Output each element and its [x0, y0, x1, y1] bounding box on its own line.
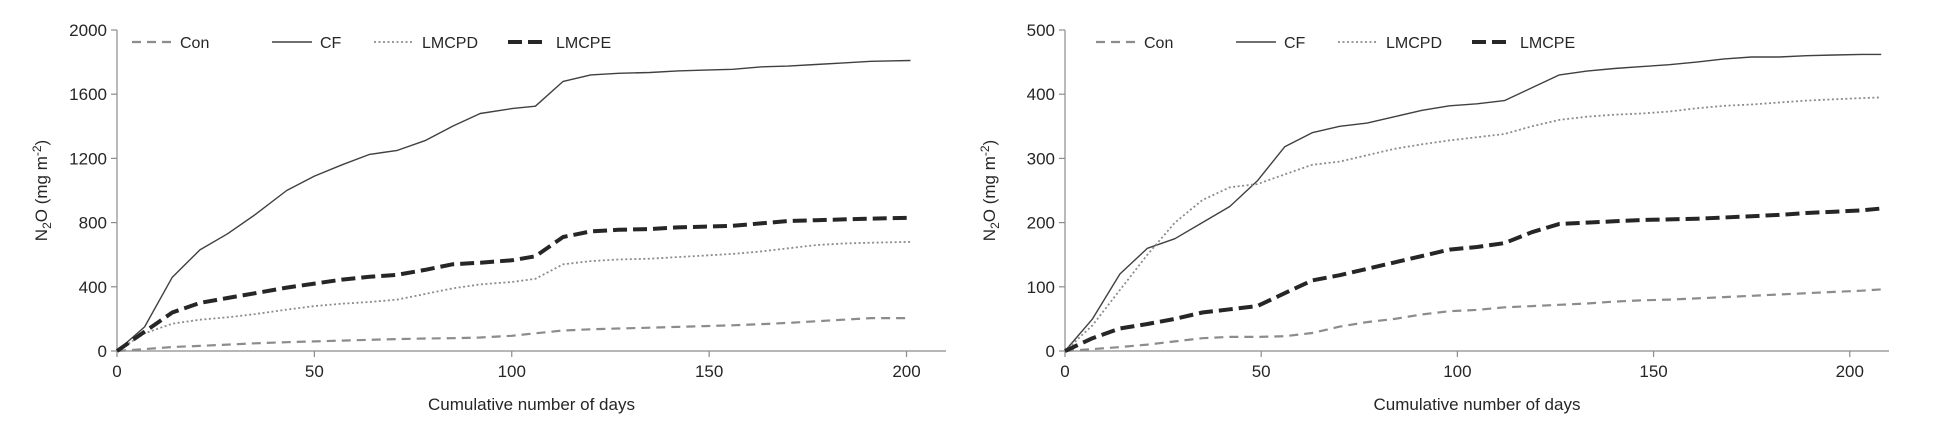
legend-label-lmcpd: LMCPD — [422, 35, 478, 52]
y-axis-label-part: O (mg m — [32, 156, 51, 222]
chart-panel-2: 0 100 200 300 400 500 0 50 100 150 200 Cumulative n… — [978, 21, 1889, 414]
series-line-cf — [116, 59, 911, 352]
y-tick-label: 100 — [1027, 278, 1055, 297]
series-line-lmcpd — [1064, 96, 1882, 352]
legend-label-con: Con — [180, 35, 209, 52]
y-tick-label: 1200 — [69, 149, 107, 168]
y-axis-label-superscript: -2 — [978, 145, 992, 156]
x-axis-label: Cumulative number of days — [428, 395, 635, 414]
x-axis-label: Cumulative number of days — [1374, 395, 1581, 414]
x-tick-label: 0 — [1060, 362, 1069, 381]
y-axis-label-part: N — [32, 229, 51, 241]
legend-label-lmcpd: LMCPD — [1386, 35, 1442, 52]
series-line-cf — [1064, 53, 1882, 352]
series-line-lmcpd — [116, 241, 911, 352]
y-tick-label: 400 — [1027, 85, 1055, 104]
x-tick-label: 200 — [892, 362, 920, 381]
y-axis-label: N2O (mg m-2) — [978, 140, 1002, 241]
y-axis-label-part: N — [980, 229, 999, 241]
x-tick-label: 50 — [1252, 362, 1271, 381]
legend-label-con: Con — [1144, 35, 1173, 52]
y-axis-label-part: ) — [980, 140, 999, 146]
y-tick-label: 800 — [79, 214, 107, 233]
x-tick-label: 150 — [695, 362, 723, 381]
y-tick-label: 200 — [1027, 214, 1055, 233]
legend-label-cf: CF — [1284, 35, 1306, 52]
chart-panel-1: 0 400 800 1200 1600 2000 0 50 100 150 200 Cumulativ… — [30, 21, 946, 414]
series-line-con — [1064, 288, 1882, 353]
y-tick-label: 0 — [98, 342, 107, 361]
legend-label-lmcpe: LMCPE — [1520, 35, 1575, 52]
series-line-lmcpe — [115, 215, 911, 353]
x-tick-label: 100 — [1443, 362, 1471, 381]
y-axis-label-part: O (mg m — [980, 156, 999, 222]
y-axis-label-subscript: 2 — [988, 222, 1002, 229]
y-tick-label: 0 — [1046, 342, 1055, 361]
x-tick-label: 50 — [305, 362, 324, 381]
y-tick-label: 300 — [1027, 149, 1055, 168]
y-axis-label-subscript: 2 — [40, 222, 54, 229]
series-line-con — [116, 317, 911, 353]
series-line-lmcpe — [1064, 206, 1882, 353]
x-tick-label: 200 — [1836, 362, 1864, 381]
y-tick-label: 400 — [79, 278, 107, 297]
x-tick-label: 150 — [1639, 362, 1667, 381]
x-tick-label: 0 — [112, 362, 121, 381]
y-tick-label: 500 — [1027, 21, 1055, 40]
x-tick-label: 100 — [498, 362, 526, 381]
y-axis-label-part: ) — [32, 140, 51, 146]
y-tick-label: 1600 — [69, 85, 107, 104]
y-tick-label: 2000 — [69, 21, 107, 40]
legend-label-lmcpe: LMCPE — [556, 35, 611, 52]
legend-label-cf: CF — [320, 35, 342, 52]
y-axis-label-superscript: -2 — [30, 145, 44, 156]
y-axis-label: N2O (mg m-2) — [30, 140, 54, 241]
